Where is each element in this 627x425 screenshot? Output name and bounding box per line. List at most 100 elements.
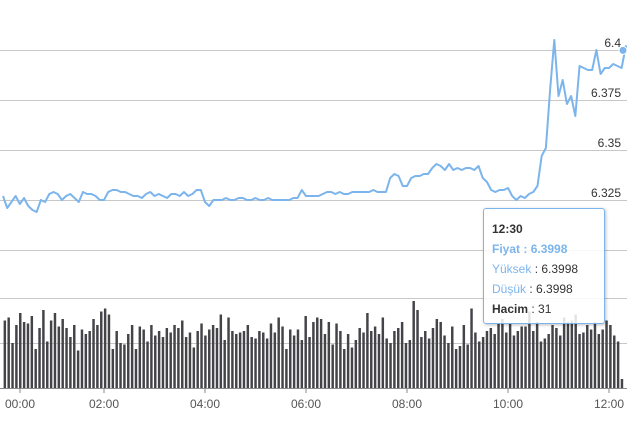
volume-bar[interactable] <box>154 335 157 389</box>
volume-bar[interactable] <box>474 332 477 389</box>
volume-bar[interactable] <box>393 331 396 388</box>
volume-bar[interactable] <box>420 337 423 388</box>
volume-bar[interactable] <box>404 343 408 388</box>
volume-bar[interactable] <box>454 349 458 388</box>
volume-bar[interactable] <box>605 320 608 389</box>
volume-bar[interactable] <box>7 317 10 389</box>
volume-bar[interactable] <box>377 334 381 388</box>
volume-bar[interactable] <box>346 334 350 388</box>
volume-bar[interactable] <box>49 320 53 389</box>
volume-bar[interactable] <box>381 317 385 389</box>
volume-bar[interactable] <box>616 341 620 389</box>
volume-bar[interactable] <box>208 329 211 389</box>
volume-bar[interactable] <box>408 340 412 388</box>
volume-bar[interactable] <box>597 334 601 388</box>
volume-bar[interactable] <box>439 322 442 388</box>
volume-bar[interactable] <box>435 319 439 388</box>
volume-bar[interactable] <box>319 319 323 388</box>
volume-bar[interactable] <box>42 310 45 388</box>
volume-bar[interactable] <box>300 340 304 388</box>
volume-bar[interactable] <box>262 332 265 389</box>
volume-bar[interactable] <box>84 334 88 388</box>
volume-bar[interactable] <box>119 343 122 388</box>
volume-bar[interactable] <box>505 332 508 389</box>
volume-bar[interactable] <box>273 332 277 389</box>
volume-bar[interactable] <box>331 344 334 389</box>
volume-bar[interactable] <box>478 341 481 389</box>
volume-bar[interactable] <box>177 328 180 388</box>
volume-bar[interactable] <box>323 334 327 388</box>
volume-bar[interactable] <box>235 334 238 388</box>
volume-bar[interactable] <box>516 331 520 388</box>
volume-bar[interactable] <box>103 308 107 389</box>
price-line[interactable] <box>2 24 627 213</box>
volume-bar[interactable] <box>22 322 26 388</box>
volume-bar[interactable] <box>389 343 392 388</box>
volume-bar[interactable] <box>227 317 230 389</box>
volume-bar[interactable] <box>38 328 41 388</box>
volume-bar[interactable] <box>451 326 454 389</box>
volume-bar[interactable] <box>566 322 570 388</box>
volume-bar[interactable] <box>589 329 593 389</box>
volume-bar[interactable] <box>335 323 338 389</box>
volume-bar[interactable] <box>493 334 496 388</box>
volume-bar[interactable] <box>258 331 261 388</box>
volume-bar[interactable] <box>285 349 288 388</box>
volume-bar[interactable] <box>528 311 531 389</box>
volume-bar[interactable] <box>373 326 377 389</box>
volume-bar[interactable] <box>219 314 223 389</box>
volume-bar[interactable] <box>57 326 61 389</box>
volume-bar[interactable] <box>238 332 242 389</box>
volume-bar[interactable] <box>578 334 581 388</box>
volume-bar[interactable] <box>277 317 280 389</box>
volume-bar[interactable] <box>350 347 354 389</box>
volume-bar[interactable] <box>80 329 84 389</box>
volume-bar[interactable] <box>497 323 500 389</box>
volume-bar[interactable] <box>343 349 346 388</box>
volume-bar[interactable] <box>53 313 57 388</box>
volume-bar[interactable] <box>543 338 547 389</box>
volume-bar[interactable] <box>535 322 539 388</box>
volume-bar[interactable] <box>46 341 49 389</box>
volume-bar[interactable] <box>165 328 169 388</box>
volume-bar[interactable] <box>397 328 400 388</box>
volume-bar[interactable] <box>485 331 489 388</box>
volume-bar[interactable] <box>412 301 415 388</box>
volume-bar[interactable] <box>327 322 331 388</box>
volume-bar[interactable] <box>215 328 219 388</box>
volume-bar[interactable] <box>26 323 30 389</box>
volume-bar[interactable] <box>92 319 95 388</box>
volume-bar[interactable] <box>231 331 234 388</box>
volume-bar[interactable] <box>161 337 165 388</box>
volume-bar[interactable] <box>184 337 188 388</box>
volume-bar[interactable] <box>123 344 126 389</box>
volume-bar[interactable] <box>107 314 111 389</box>
volume-bar[interactable] <box>316 317 319 389</box>
volume-bar[interactable] <box>157 331 161 388</box>
volume-bar[interactable] <box>470 308 473 389</box>
volume-bar[interactable] <box>242 331 246 388</box>
volume-bar[interactable] <box>385 338 388 389</box>
volume-bar[interactable] <box>204 335 207 389</box>
volume-bar[interactable] <box>76 350 80 389</box>
volume-bar[interactable] <box>601 329 604 389</box>
volume-bar[interactable] <box>609 325 612 388</box>
volume-bar[interactable] <box>115 331 118 388</box>
volume-bar[interactable] <box>339 331 342 388</box>
volume-bar[interactable] <box>593 322 597 388</box>
volume-bar[interactable] <box>551 325 554 388</box>
volume-bar[interactable] <box>69 337 72 388</box>
volume-bar[interactable] <box>15 325 18 388</box>
volume-bar[interactable] <box>501 319 504 388</box>
volume-bar[interactable] <box>296 329 300 389</box>
volume-bar[interactable] <box>562 317 566 389</box>
volume-bar[interactable] <box>61 319 64 388</box>
volume-bar[interactable] <box>250 337 253 388</box>
volume-bar[interactable] <box>150 325 153 388</box>
volume-bar[interactable] <box>211 325 215 388</box>
volume-bar[interactable] <box>11 343 14 388</box>
volume-bar[interactable] <box>146 341 149 389</box>
volume-bar[interactable] <box>458 346 462 388</box>
volume-bar[interactable] <box>138 326 142 389</box>
volume-bar[interactable] <box>269 323 273 389</box>
